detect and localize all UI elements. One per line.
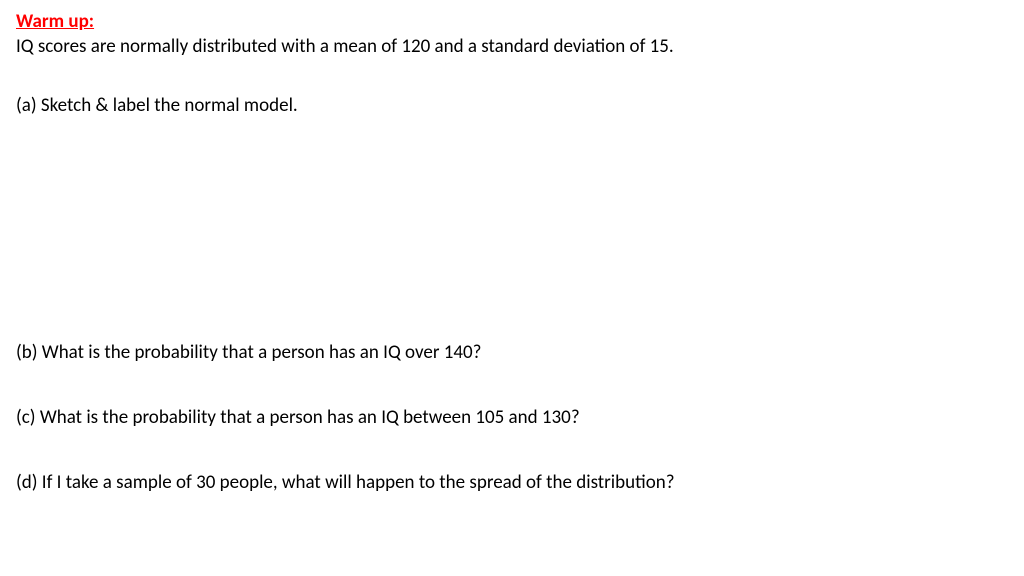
- question-b: (b) What is the probability that a perso…: [16, 341, 1008, 364]
- warmup-heading: Warm up:: [16, 10, 1008, 33]
- question-c: (c) What is the probability that a perso…: [16, 406, 1008, 429]
- question-a: (a) Sketch & label the normal model.: [16, 94, 1008, 117]
- question-d: (d) If I take a sample of 30 people, wha…: [16, 471, 1008, 494]
- intro-text: IQ scores are normally distributed with …: [16, 35, 1008, 58]
